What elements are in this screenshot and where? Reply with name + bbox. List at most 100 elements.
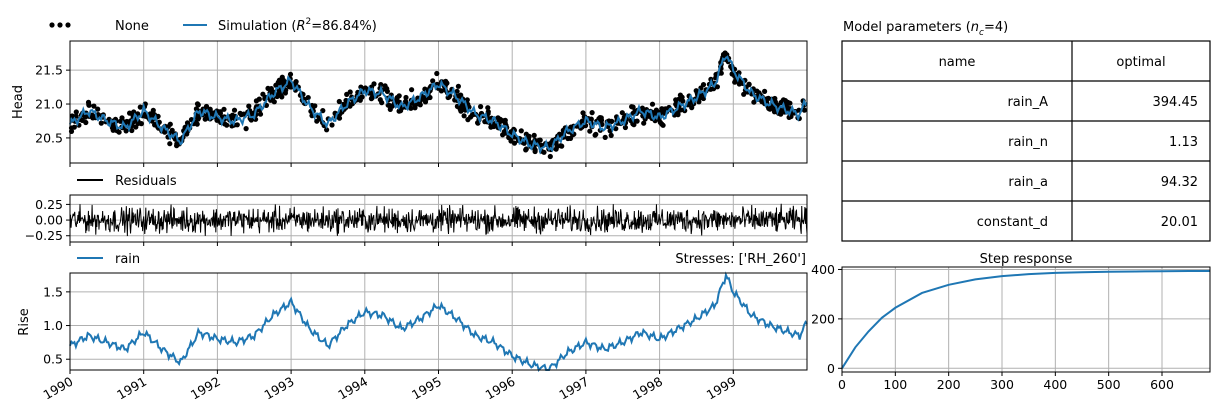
step-response-panel: Step response 0 100 200 300 400 500 600 0 200 400 (811, 252, 1211, 392)
observation-point (565, 135, 571, 142)
observation-point (69, 113, 75, 119)
observation-point (559, 143, 565, 149)
observation-point (649, 101, 656, 107)
observation-point (579, 118, 585, 124)
step-response-line (841, 269, 1210, 369)
y-tick-label: 0 (827, 361, 835, 376)
observation-point (152, 122, 158, 128)
observation-point (622, 124, 629, 131)
residuals-panel: 0.250.00−0.25 Residuals (25, 174, 808, 246)
observation-point (260, 91, 266, 97)
observation-point (137, 104, 143, 110)
x-tick-label: 1992 (188, 374, 223, 403)
observation-point (371, 81, 377, 87)
observation-point (82, 114, 88, 120)
observation-point (602, 134, 608, 140)
observation-point (784, 105, 791, 111)
observation-point (641, 120, 647, 126)
step-axes-frame (841, 266, 1211, 373)
observation-point (587, 128, 593, 134)
observation-point (438, 88, 444, 94)
observation-point (613, 126, 619, 132)
observation-point (765, 95, 772, 101)
observation-point (336, 98, 342, 105)
head-ylabel: Head (11, 85, 26, 119)
x-tick-label: 500 (1097, 377, 1121, 392)
observation-point (257, 111, 264, 117)
observation-point (570, 132, 576, 138)
observation-point (83, 119, 89, 126)
legend-observed-label: None (115, 19, 149, 34)
observation-point (150, 107, 156, 113)
observation-point (422, 86, 428, 92)
observation-point (589, 110, 595, 116)
observation-point (282, 90, 288, 96)
observation-point (273, 82, 279, 88)
head-legend: None Simulation (R2=86.84%) (49, 17, 377, 34)
observation-point (421, 95, 427, 101)
observation-point (293, 79, 299, 85)
observation-point (652, 110, 658, 116)
observation-point (531, 132, 537, 138)
observation-point (234, 122, 240, 128)
x-tick-label: 200 (937, 377, 961, 392)
y-tick-label: 1.0 (43, 318, 63, 333)
x-tick-label: 1995 (409, 374, 444, 403)
observation-point (377, 97, 383, 103)
x-tick-label: 300 (990, 377, 1014, 392)
observation-point (396, 108, 402, 114)
observation-point (409, 87, 415, 93)
observation-point (677, 92, 684, 98)
x-tick-label: 1998 (630, 374, 665, 403)
observation-point (73, 109, 79, 115)
observation-point (485, 105, 491, 111)
observation-point (523, 146, 529, 152)
observation-point (243, 126, 249, 132)
observation-point (485, 109, 491, 115)
observation-point (287, 71, 294, 77)
observation-point (312, 103, 318, 109)
y-tick-label: 400 (811, 262, 835, 277)
observation-point (762, 88, 768, 94)
observation-point (443, 78, 449, 84)
observation-point (500, 132, 506, 138)
observation-point (771, 107, 777, 113)
observation-point (91, 103, 97, 109)
observation-point (801, 107, 808, 113)
observation-point (689, 105, 695, 111)
stresses-label: Stresses: ['RH_260'] (675, 252, 806, 267)
observation-point (279, 94, 285, 100)
x-tick-label: 600 (1150, 377, 1174, 392)
observation-point (135, 120, 141, 126)
table-cell-name: constant_d (977, 215, 1048, 230)
observation-point (593, 131, 599, 137)
observation-point (229, 112, 236, 118)
table-header-optimal: optimal (1116, 55, 1165, 70)
y-tick-label: 0.5 (43, 352, 63, 367)
observation-point (478, 104, 484, 110)
observation-point (203, 103, 210, 110)
observation-point (127, 110, 133, 116)
y-tick-label: 20.5 (35, 130, 63, 145)
legend-rain-label: rain (115, 252, 140, 267)
x-tick-label: 1993 (262, 374, 297, 403)
observation-point (194, 101, 201, 107)
observation-point (238, 112, 244, 118)
table-cell-optimal: 20.01 (1161, 215, 1198, 230)
table-title: Model parameters (nc=4) (843, 20, 1008, 38)
observation-point (598, 117, 605, 123)
observation-point (347, 89, 353, 95)
legend-residuals-label: Residuals (115, 174, 177, 189)
observation-point (718, 70, 724, 76)
observation-point (329, 122, 335, 128)
observation-point (378, 82, 384, 88)
observation-point (455, 83, 461, 89)
table-cell-name: rain_A (1007, 95, 1048, 110)
observation-point (382, 83, 388, 89)
observation-point (387, 106, 393, 112)
observation-point (369, 95, 375, 101)
observation-point (609, 118, 615, 124)
observation-point (396, 93, 402, 99)
observation-point (231, 107, 238, 113)
x-tick-label: 400 (1043, 377, 1067, 392)
